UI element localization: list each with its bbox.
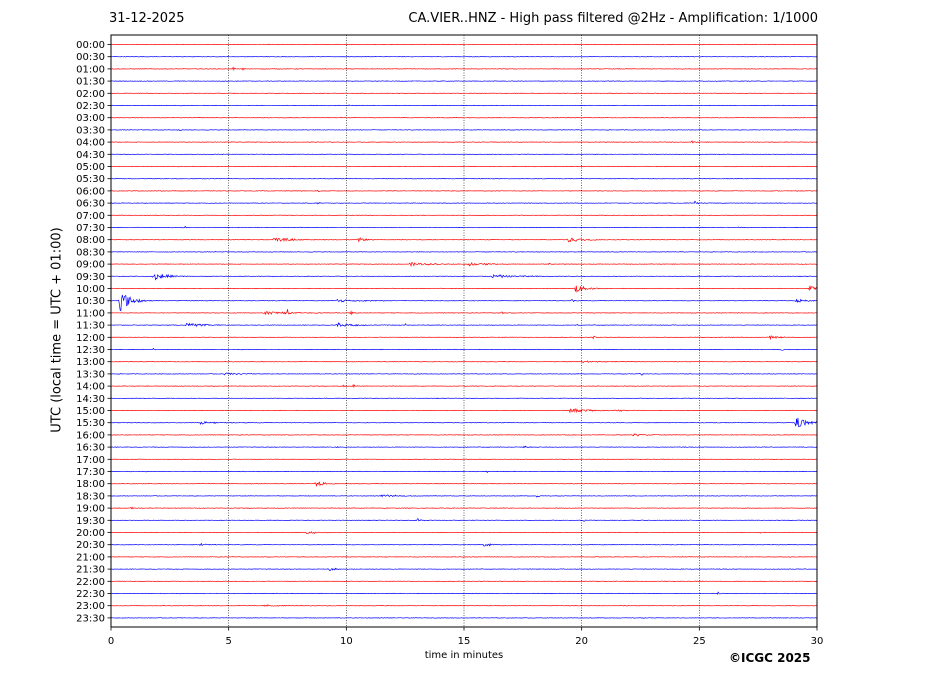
x-axis-label: time in minutes bbox=[424, 650, 504, 661]
trace-1730 bbox=[110, 470, 818, 474]
y-tick-label: 06:00 bbox=[76, 186, 105, 197]
x-tick-label: 20 bbox=[575, 636, 588, 647]
trace-1800 bbox=[110, 481, 818, 488]
x-tick-label: 5 bbox=[225, 636, 231, 647]
y-tick-label: 23:00 bbox=[76, 601, 105, 612]
y-tick-label: 12:00 bbox=[76, 333, 105, 344]
y-tick-label: 16:00 bbox=[76, 430, 105, 441]
x-tick-label: 10 bbox=[340, 636, 353, 647]
y-axis-label: UTC (local time = UTC + 01:00) bbox=[49, 227, 65, 433]
y-tick-label: 21:00 bbox=[76, 552, 105, 563]
y-tick-label: 19:00 bbox=[76, 504, 105, 515]
y-tick-label: 04:30 bbox=[76, 150, 105, 161]
y-tick-label: 16:30 bbox=[76, 443, 105, 454]
trace-1230 bbox=[110, 347, 818, 351]
y-tick-label: 14:30 bbox=[76, 394, 105, 405]
y-tick-label: 09:30 bbox=[76, 272, 105, 283]
y-tick-label: 01:30 bbox=[76, 77, 105, 88]
y-tick-label: 03:00 bbox=[76, 113, 105, 124]
y-tick-label: 17:30 bbox=[76, 467, 105, 478]
y-tick-label: 21:30 bbox=[76, 565, 105, 576]
date-label: 31-12-2025 bbox=[109, 11, 185, 26]
y-tick-label: 03:30 bbox=[76, 125, 105, 136]
y-tick-label: 22:30 bbox=[76, 589, 105, 600]
y-tick-label: 15:00 bbox=[76, 406, 105, 417]
y-tick-label: 05:00 bbox=[76, 162, 105, 173]
x-tick-label: 15 bbox=[458, 636, 471, 647]
y-tick-label: 02:30 bbox=[76, 101, 105, 112]
x-tick-label: 30 bbox=[811, 636, 824, 647]
y-tick-label: 10:30 bbox=[76, 296, 105, 307]
y-tick-label: 18:30 bbox=[76, 491, 105, 502]
y-tick-label: 01:00 bbox=[76, 64, 105, 75]
y-tick-label: 00:00 bbox=[76, 40, 105, 51]
y-tick-label: 17:00 bbox=[76, 455, 105, 466]
trace-1630 bbox=[110, 445, 818, 449]
y-tick-label: 11:00 bbox=[76, 308, 105, 319]
y-tick-label: 07:00 bbox=[76, 211, 105, 222]
trace-0800 bbox=[110, 237, 818, 243]
x-tick-label: 25 bbox=[693, 636, 706, 647]
y-tick-label: 11:30 bbox=[76, 321, 105, 332]
trace-2030 bbox=[110, 542, 818, 547]
y-tick-label: 09:00 bbox=[76, 260, 105, 271]
y-tick-label: 18:00 bbox=[76, 479, 105, 490]
y-tick-label: 06:30 bbox=[76, 199, 105, 210]
trace-0900 bbox=[110, 261, 818, 268]
y-tick-label: 14:00 bbox=[76, 382, 105, 393]
chart-title: CA.VIER..HNZ - High pass filtered @2Hz -… bbox=[408, 11, 818, 26]
trace-2130 bbox=[110, 567, 818, 572]
y-tick-label: 22:00 bbox=[76, 577, 105, 588]
trace-1600 bbox=[110, 433, 818, 437]
y-tick-label: 12:30 bbox=[76, 345, 105, 356]
trace-1200 bbox=[110, 335, 818, 341]
copyright-label: ©ICGC 2025 bbox=[729, 651, 811, 665]
y-tick-label: 23:30 bbox=[76, 613, 105, 624]
y-tick-label: 13:00 bbox=[76, 357, 105, 368]
y-tick-label: 15:30 bbox=[76, 418, 105, 429]
y-tick-label: 04:00 bbox=[76, 138, 105, 149]
y-tick-label: 20:00 bbox=[76, 528, 105, 539]
trace-0500 bbox=[110, 165, 818, 168]
y-tick-label: 08:30 bbox=[76, 247, 105, 258]
y-tick-label: 10:00 bbox=[76, 284, 105, 295]
trace-1300 bbox=[110, 360, 818, 363]
trace-0930 bbox=[110, 273, 818, 281]
y-tick-label: 13:30 bbox=[76, 369, 105, 380]
y-tick-label: 08:00 bbox=[76, 235, 105, 246]
y-tick-label: 00:30 bbox=[76, 52, 105, 63]
y-tick-label: 02:00 bbox=[76, 89, 105, 100]
y-tick-label: 05:30 bbox=[76, 174, 105, 185]
y-tick-label: 19:30 bbox=[76, 516, 105, 527]
trace-0100 bbox=[110, 66, 818, 71]
y-tick-label: 20:30 bbox=[76, 540, 105, 551]
trace-0400 bbox=[110, 140, 818, 144]
y-tick-label: 07:30 bbox=[76, 223, 105, 234]
x-tick-label: 0 bbox=[108, 636, 114, 647]
